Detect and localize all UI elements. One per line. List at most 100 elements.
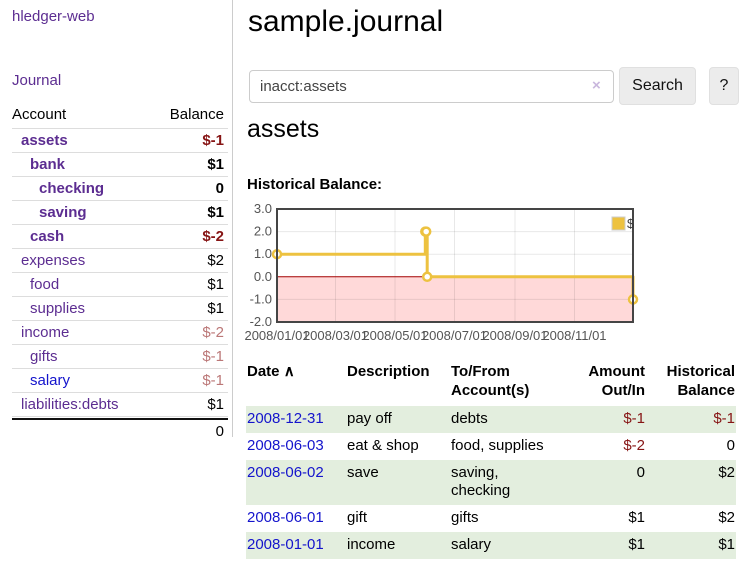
- sidebar-divider: [232, 0, 233, 437]
- register-accounts-cell: debts: [451, 410, 488, 427]
- register-balance-cell: $2: [718, 464, 735, 481]
- sidebar-account-balance: 0: [215, 180, 224, 197]
- column-header-accounts: To/From Account(s): [451, 363, 530, 399]
- sidebar-account-link[interactable]: supplies: [30, 300, 86, 317]
- register-balance-cell: $2: [718, 509, 735, 526]
- register-accounts-cell: gifts: [451, 509, 479, 526]
- register-row: 2008-06-02 save saving, checking 0 $2: [246, 460, 736, 505]
- sidebar-accounts-header: Account Balance: [12, 104, 228, 129]
- register-date-cell: 2008-06-03: [246, 433, 346, 460]
- register-date-cell: 2008-01-01: [246, 532, 346, 559]
- date-column-label: Date: [247, 363, 280, 380]
- sort-ascending-icon: ∧: [283, 363, 295, 380]
- sidebar-account-balance: $-1: [202, 348, 224, 365]
- register-row: 2008-01-01 income salary $1 $1: [246, 532, 736, 559]
- register-description-cell: pay off: [347, 410, 392, 427]
- svg-text:-1.0: -1.0: [250, 291, 272, 306]
- account-heading: assets: [247, 115, 320, 143]
- sidebar-account-row: liabilities:debts $1: [12, 393, 228, 417]
- sidebar-account-row: saving $1: [12, 201, 228, 225]
- sidebar-account-balance: $-2: [202, 228, 224, 245]
- column-header-balance: Historical Balance: [666, 363, 735, 399]
- svg-text:1.0: 1.0: [254, 246, 272, 261]
- sidebar-account-row: gifts $-1: [12, 345, 228, 369]
- sidebar-total-balance: 0: [12, 418, 228, 440]
- sidebar-account-balance: $-2: [202, 324, 224, 341]
- register-row: 2008-06-03 eat & shop food, supplies $-2…: [246, 433, 736, 460]
- register-accounts-cell: food, supplies: [451, 437, 544, 454]
- sidebar-account-link[interactable]: salary: [30, 372, 71, 389]
- sidebar-account-row: income $-2: [12, 321, 228, 345]
- clear-search-icon[interactable]: ×: [592, 77, 601, 94]
- svg-text:2008/09/01: 2008/09/01: [482, 328, 547, 343]
- transaction-date-link[interactable]: 2008-06-01: [247, 509, 324, 526]
- register-row: 2008-12-31 pay off debts $-1 $-1: [246, 406, 736, 433]
- transaction-date-link[interactable]: 2008-06-02: [247, 464, 324, 481]
- register-description-cell: gift: [347, 509, 368, 526]
- help-button[interactable]: ?: [709, 67, 739, 105]
- svg-text:0.0: 0.0: [254, 269, 272, 284]
- sidebar-account-row: cash $-2: [12, 225, 228, 249]
- sidebar-accounts-table: Account Balance assets $-1 bank $1 check…: [12, 104, 228, 440]
- sidebar-account-row: salary $-1: [12, 369, 228, 393]
- sidebar-account-link[interactable]: liabilities:debts: [21, 396, 119, 413]
- svg-text:2008/01/01: 2008/01/01: [244, 328, 309, 343]
- sidebar-account-link[interactable]: bank: [30, 156, 66, 173]
- register-row: 2008-06-01 gift gifts $1 $2: [246, 505, 736, 532]
- register-balance-cell: $-1: [713, 410, 735, 427]
- register-amount-cell: $1: [628, 536, 645, 553]
- register-amount-cell: 0: [636, 464, 645, 481]
- sidebar-account-link[interactable]: cash: [30, 228, 65, 245]
- sidebar-account-link[interactable]: food: [30, 276, 60, 293]
- svg-text:2.0: 2.0: [254, 224, 272, 239]
- account-column-label: Account: [12, 106, 67, 123]
- svg-text:2008/11/01: 2008/11/01: [542, 328, 606, 343]
- register-amount-cell: $1: [628, 509, 645, 526]
- sidebar-account-link[interactable]: income: [21, 324, 70, 341]
- register-description-cell: income: [347, 536, 396, 553]
- sidebar-account-row: supplies $1: [12, 297, 228, 321]
- sidebar-account-balance: $1: [207, 204, 224, 221]
- sidebar-account-balance: $2: [207, 252, 224, 269]
- page-title: sample.journal: [248, 5, 444, 38]
- column-header-amount: Amount Out/In: [588, 363, 645, 399]
- register-table: Date ∧ Description To/From Account(s) Am…: [246, 362, 736, 559]
- svg-text:-2.0: -2.0: [250, 314, 272, 329]
- sidebar-account-link[interactable]: checking: [39, 180, 105, 197]
- sidebar-account-balance: $-1: [202, 372, 224, 389]
- svg-text:2008/03/01: 2008/03/01: [303, 328, 368, 343]
- register-amount-cell: $-1: [623, 410, 645, 427]
- sidebar-account-link[interactable]: expenses: [21, 252, 86, 269]
- sidebar-account-link[interactable]: gifts: [30, 348, 58, 365]
- transaction-date-link[interactable]: 2008-01-01: [247, 536, 324, 553]
- column-header-date[interactable]: Date ∧: [246, 362, 346, 406]
- balance-chart-svg: $3.0 2.0 1.0 0.0 -1.0 -2.02008/01/012008/03/0…: [244, 201, 639, 343]
- sidebar-account-link[interactable]: assets: [21, 132, 68, 149]
- svg-text:2008/05/01: 2008/05/01: [362, 328, 427, 343]
- column-header-description: Description: [347, 363, 430, 380]
- historical-balance-label: Historical Balance:: [247, 176, 383, 193]
- register-accounts-cell: saving, checking: [451, 464, 511, 499]
- register-balance-cell: $1: [718, 536, 735, 553]
- sidebar-account-row: checking 0: [12, 177, 228, 201]
- sidebar: hledger-web Journal Account Balance asse…: [0, 0, 232, 440]
- sidebar-account-link[interactable]: saving: [39, 204, 87, 221]
- register-header-row: Date ∧ Description To/From Account(s) Am…: [246, 362, 736, 406]
- register-date-cell: 2008-06-02: [246, 460, 346, 505]
- svg-text:2008/07/01: 2008/07/01: [422, 328, 487, 343]
- register-date-cell: 2008-12-31: [246, 406, 346, 433]
- historical-balance-chart: $3.0 2.0 1.0 0.0 -1.0 -2.0 2008/01/01 2008/03/0…: [244, 201, 646, 345]
- app-brand-link[interactable]: hledger-web: [12, 8, 95, 25]
- search-button[interactable]: Search: [619, 67, 696, 105]
- sidebar-account-balance: $1: [207, 276, 224, 293]
- sidebar-account-row: expenses $2: [12, 249, 228, 273]
- search-input[interactable]: [249, 70, 614, 103]
- register-description-cell: save: [347, 464, 379, 481]
- legend-swatch: [611, 216, 626, 231]
- sidebar-account-row: food $1: [12, 273, 228, 297]
- transaction-date-link[interactable]: 2008-06-03: [247, 437, 324, 454]
- svg-text:3.0: 3.0: [254, 201, 272, 216]
- sidebar-item-journal[interactable]: Journal: [12, 72, 62, 89]
- transaction-date-link[interactable]: 2008-12-31: [247, 410, 324, 427]
- search-form: × Search ?: [249, 67, 742, 105]
